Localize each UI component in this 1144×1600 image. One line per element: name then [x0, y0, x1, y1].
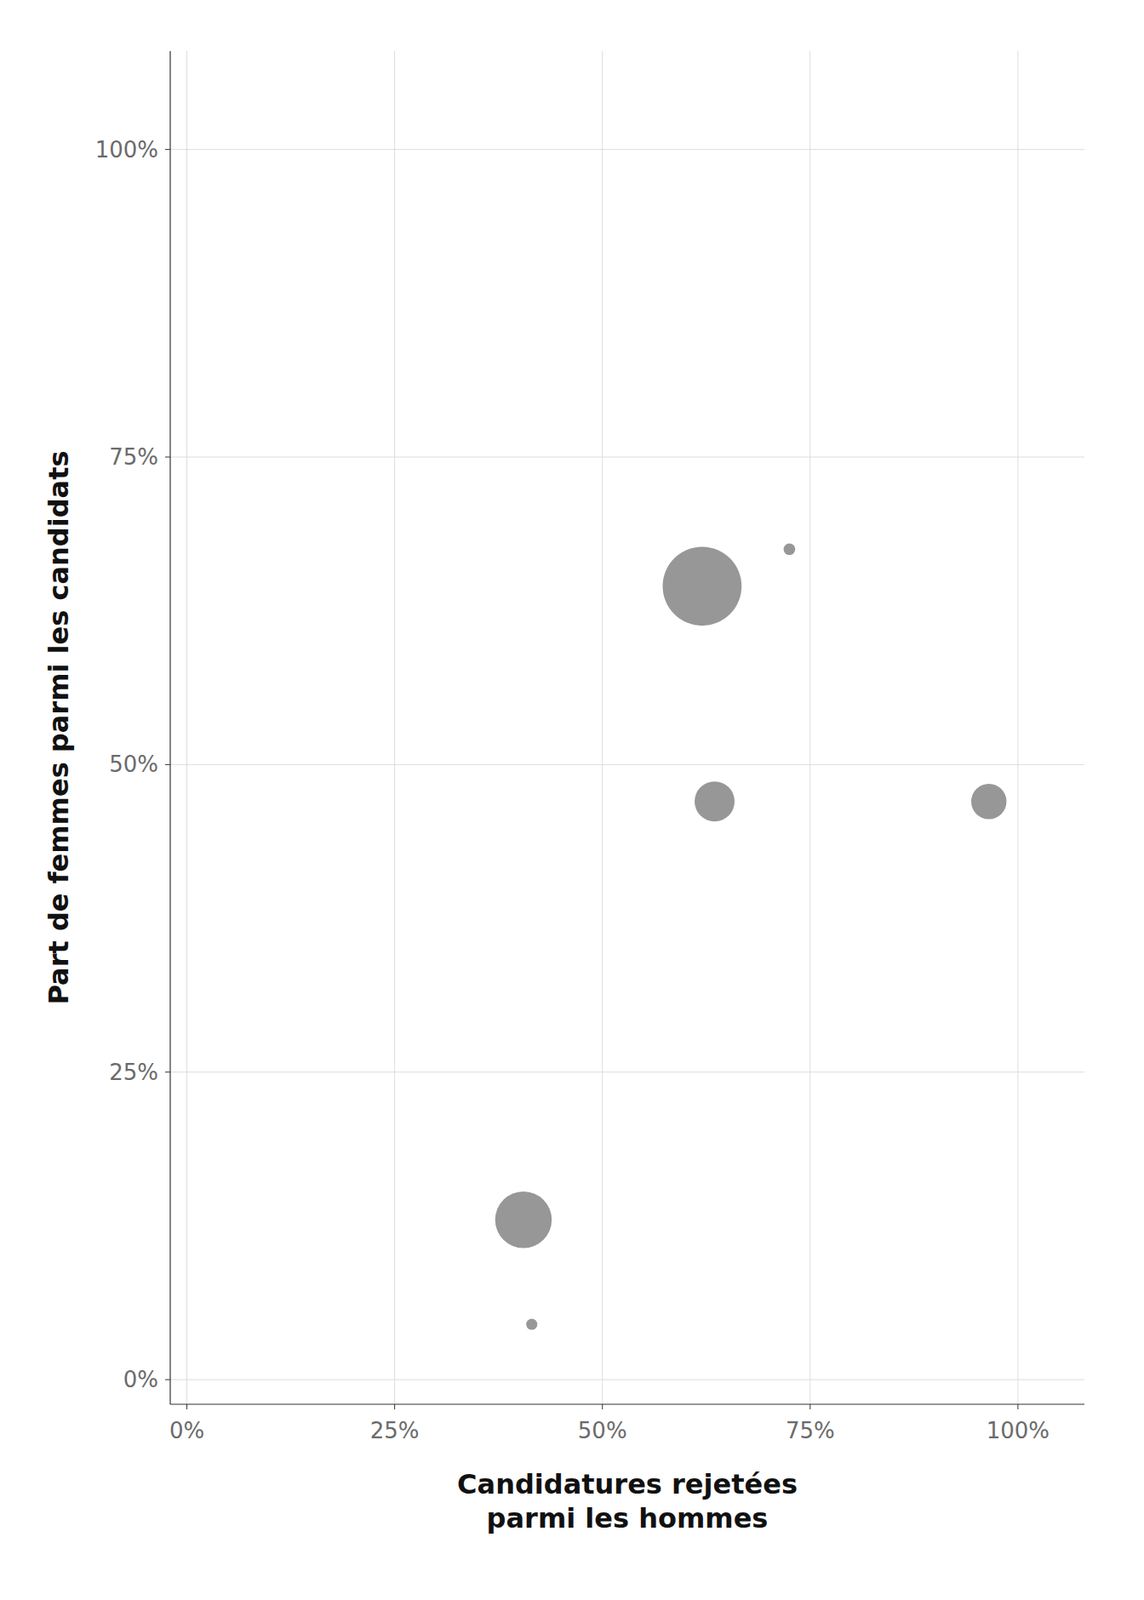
- background: [0, 0, 1144, 1600]
- x-tick-label: 25%: [370, 1418, 420, 1444]
- grid-line-y: [170, 457, 1085, 458]
- grid-line-x: [809, 51, 811, 1405]
- x-tick: [601, 1404, 603, 1410]
- y-tick: [165, 764, 171, 766]
- x-axis-line: [170, 1403, 1085, 1405]
- y-tick-label: 100%: [95, 137, 159, 163]
- y-axis-label: Part de femmes parmi les candidats: [42, 450, 75, 1005]
- grid: [170, 51, 1085, 1405]
- x-axis-label: Candidatures rejetéesparmi les hommes: [457, 1468, 798, 1535]
- grid-line-x: [394, 51, 395, 1405]
- y-tick-label: 0%: [123, 1367, 159, 1393]
- bubble: [663, 546, 743, 626]
- y-tick: [165, 457, 171, 458]
- x-tick-label: 75%: [785, 1418, 836, 1444]
- grid-line-y: [170, 1379, 1085, 1381]
- y-tick: [165, 1379, 171, 1381]
- y-tick: [165, 1071, 171, 1073]
- grid-line-y: [170, 148, 1085, 150]
- grid-line-x: [1017, 51, 1019, 1405]
- x-tick: [394, 1404, 395, 1410]
- bubble: [971, 783, 1007, 819]
- bubbles: [495, 543, 1007, 1331]
- grid-line-y: [170, 1071, 1085, 1073]
- x-tick-label: 50%: [577, 1418, 628, 1444]
- x-tick: [1017, 1404, 1019, 1410]
- axes: 0% 25% 50% 75% 100% 0% 25% 50% 75% 100%: [95, 51, 1085, 1444]
- bubble: [526, 1318, 538, 1330]
- grid-line-x: [186, 51, 188, 1405]
- y-tick-label: 25%: [108, 1059, 159, 1086]
- chart: 0% 25% 50% 75% 100% 0% 25% 50% 75% 100% Candidatur…: [0, 0, 1144, 1600]
- grid-line-y: [170, 764, 1085, 766]
- y-tick-label: 75%: [108, 444, 159, 470]
- x-tick-label: 100%: [986, 1418, 1050, 1444]
- x-tick: [809, 1404, 811, 1410]
- bubble: [694, 781, 735, 822]
- y-tick-label: 50%: [108, 751, 159, 778]
- y-axis-line: [169, 51, 171, 1405]
- x-tick-label: 0%: [169, 1418, 205, 1444]
- y-tick: [165, 148, 171, 150]
- grid-line-x: [601, 51, 603, 1405]
- bubble: [783, 543, 796, 556]
- x-tick: [186, 1404, 188, 1410]
- bubble: [495, 1191, 552, 1248]
